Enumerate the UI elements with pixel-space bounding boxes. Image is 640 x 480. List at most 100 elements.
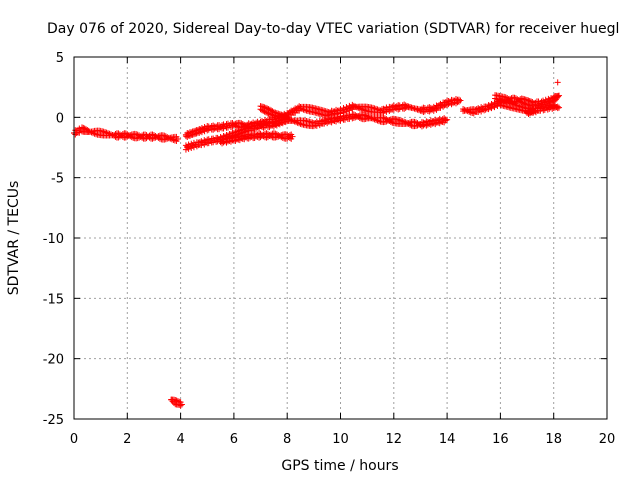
- data-point: [482, 106, 489, 113]
- data-point: [219, 122, 226, 129]
- x-tick-label: 12: [386, 432, 403, 447]
- data-point: [103, 129, 110, 136]
- data-point: [393, 103, 400, 110]
- data-point: [193, 130, 200, 137]
- data-marks: [71, 79, 563, 409]
- y-tick-label: -20: [43, 353, 64, 368]
- data-point: [244, 123, 251, 130]
- data-point: [548, 95, 555, 102]
- data-point: [399, 118, 406, 125]
- x-tick-label: 10: [332, 432, 349, 447]
- x-tick-label: 18: [545, 432, 562, 447]
- plot-frame: [73, 56, 608, 420]
- x-tick-label: 4: [176, 432, 184, 447]
- data-point: [457, 97, 464, 104]
- data-point: [333, 106, 340, 113]
- data-point: [184, 129, 191, 136]
- y-tick-label: -10: [43, 232, 64, 247]
- data-point: [278, 111, 285, 118]
- series-outlier-top: [554, 79, 561, 86]
- data-point: [226, 137, 233, 144]
- data-point: [276, 121, 283, 128]
- series-track-connector: [217, 130, 296, 147]
- data-point: [266, 106, 273, 113]
- data-point: [408, 104, 415, 111]
- y-tick-label: 0: [56, 111, 64, 126]
- x-axis-label: GPS time / hours: [281, 458, 398, 474]
- data-point: [405, 103, 412, 110]
- x-tick-label: 20: [599, 432, 616, 447]
- data-point: [296, 120, 303, 127]
- y-tick-labels: 5 0 -5 -10 -15 -20 -25: [43, 51, 64, 428]
- data-point: [316, 122, 323, 129]
- data-point: [535, 104, 542, 111]
- data-point: [81, 125, 88, 132]
- data-point: [294, 104, 301, 111]
- data-point: [355, 104, 362, 111]
- data-point: [556, 92, 563, 99]
- data-point: [267, 133, 274, 140]
- data-point: [286, 132, 293, 139]
- y-tick-label: -15: [43, 292, 64, 307]
- data-point: [178, 401, 185, 408]
- series-track-early: [71, 124, 181, 144]
- data-point: [289, 133, 296, 140]
- data-point: [284, 114, 291, 121]
- data-point: [556, 104, 563, 111]
- data-point: [232, 120, 239, 127]
- data-point: [260, 107, 267, 114]
- data-point: [437, 104, 444, 111]
- data-point: [328, 107, 335, 114]
- data-point: [223, 135, 230, 142]
- data-point: [327, 118, 334, 125]
- x-tick-labels: 0 2 4 6 8 10 12 14 16 18 20: [70, 432, 615, 447]
- data-point: [172, 396, 179, 403]
- y-tick-label: 5: [56, 51, 64, 66]
- data-point: [194, 127, 201, 134]
- y-axis-label: SDTVAR / TECUs: [6, 181, 22, 296]
- data-point: [444, 116, 451, 123]
- data-point: [269, 108, 276, 115]
- data-point: [213, 125, 220, 132]
- x-tick-label: 16: [492, 432, 509, 447]
- data-point: [455, 96, 462, 103]
- data-point: [230, 137, 237, 144]
- x-tick-label: 0: [70, 432, 78, 447]
- data-point: [356, 114, 363, 121]
- data-point: [367, 114, 374, 121]
- series-track-lower: [182, 111, 451, 153]
- data-point: [262, 109, 269, 116]
- data-point: [370, 115, 377, 122]
- data-point: [272, 118, 279, 125]
- data-point: [235, 136, 242, 143]
- data-point: [265, 110, 272, 117]
- chart-title: Day 076 of 2020, Sidereal Day-to-day VTE…: [47, 21, 619, 37]
- data-point: [261, 104, 268, 111]
- data-point: [174, 136, 181, 143]
- series-track-pre-loop: [257, 103, 291, 121]
- data-point: [186, 132, 193, 139]
- x-tick-label: 2: [123, 432, 131, 447]
- data-point: [78, 124, 85, 131]
- data-point: [233, 123, 240, 130]
- y-tick-label: -5: [51, 172, 64, 187]
- data-point: [264, 105, 271, 112]
- data-point: [174, 398, 181, 405]
- series-outlier-low: [168, 396, 185, 409]
- data-point: [149, 131, 156, 138]
- y-tick-label: -25: [43, 413, 64, 428]
- data-point: [386, 107, 393, 114]
- data-point: [248, 123, 255, 130]
- x-tick-label: 6: [230, 432, 238, 447]
- x-tick-label: 8: [283, 432, 291, 447]
- data-point: [340, 109, 347, 116]
- series-track-upper: [182, 96, 464, 141]
- series-track-late-lower: [524, 101, 563, 118]
- data-point: [520, 99, 527, 106]
- data-point: [275, 110, 282, 117]
- data-point: [260, 133, 267, 140]
- data-point: [554, 79, 561, 86]
- x-tick-label: 14: [439, 432, 456, 447]
